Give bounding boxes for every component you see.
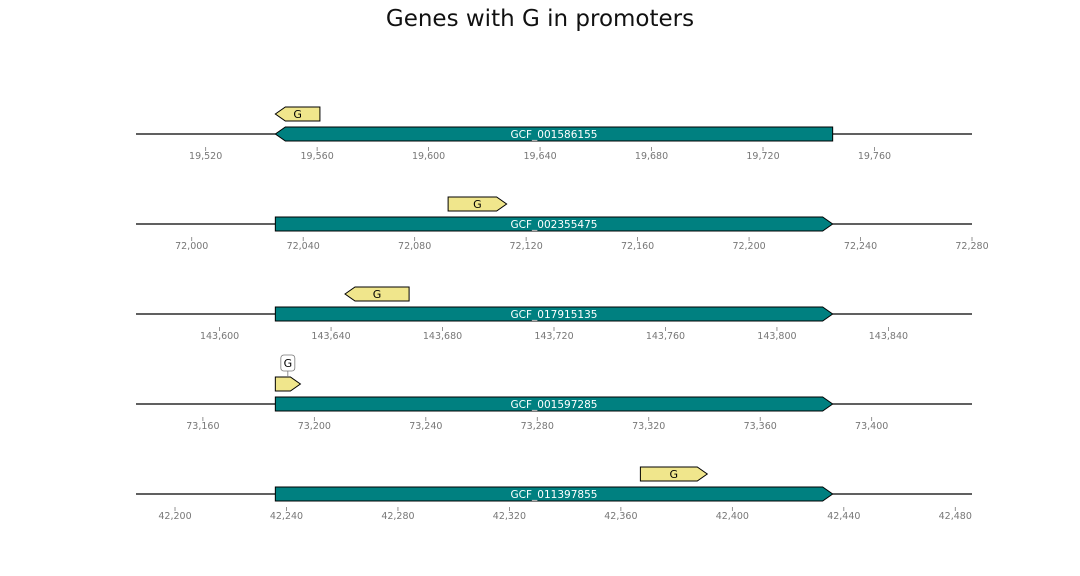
motif-label: G	[373, 288, 382, 301]
tick-label: 19,640	[523, 151, 556, 162]
tick-label: 73,160	[186, 421, 219, 432]
tick-label: 19,520	[189, 151, 222, 162]
tick-label: 42,280	[381, 511, 414, 522]
motif-arrow	[344, 286, 410, 302]
tick-label: 42,400	[716, 511, 749, 522]
tick-label: 143,840	[869, 331, 908, 342]
gene-arrow	[274, 306, 834, 322]
tick-label: 19,560	[301, 151, 334, 162]
motif-arrow	[447, 196, 508, 212]
motif-arrow	[274, 376, 302, 392]
tick-label: 72,240	[844, 241, 877, 252]
motif-label-box	[280, 354, 296, 372]
motif-label: G	[284, 357, 293, 370]
tick-label: 72,280	[955, 241, 988, 252]
tick-label: 42,480	[939, 511, 972, 522]
figure-title: Genes with G in promoters	[385, 6, 695, 32]
tick-label: 143,680	[423, 331, 462, 342]
tick-label: 19,680	[635, 151, 668, 162]
tick-label: 143,800	[757, 331, 796, 342]
tick-label: 143,720	[534, 331, 573, 342]
motif-label: G	[670, 468, 679, 481]
tick-label: 143,760	[646, 331, 685, 342]
tick-label: 42,240	[270, 511, 303, 522]
tick-label: 72,080	[398, 241, 431, 252]
tick-label: 73,280	[521, 421, 554, 432]
tick-label: 73,360	[744, 421, 777, 432]
gene-label: GCF_001597285	[511, 399, 598, 411]
gene-arrow	[274, 216, 834, 232]
tick-label: 73,200	[298, 421, 331, 432]
tick-label: 42,360	[604, 511, 637, 522]
gene-label: GCF_002355475	[511, 219, 598, 231]
tick-label: 73,400	[855, 421, 888, 432]
tick-label: 19,600	[412, 151, 445, 162]
tick-label: 72,120	[510, 241, 543, 252]
tick-label: 73,240	[409, 421, 442, 432]
tick-label: 19,720	[746, 151, 779, 162]
gene-label: GCF_011397855	[511, 489, 598, 501]
tick-label: 72,200	[732, 241, 765, 252]
motif-label: G	[293, 108, 302, 121]
tick-label: 143,600	[200, 331, 239, 342]
tick-label: 73,320	[632, 421, 665, 432]
motif-label: G	[473, 198, 482, 211]
gene-arrow	[274, 486, 834, 502]
tick-label: 72,160	[621, 241, 654, 252]
tick-label: 42,200	[158, 511, 191, 522]
tick-label: 42,440	[827, 511, 860, 522]
gene-arrow	[274, 396, 834, 412]
gene-label: GCF_017915135	[511, 309, 598, 321]
gene-arrow	[274, 126, 834, 142]
tick-label: 19,760	[858, 151, 891, 162]
tick-label: 72,000	[175, 241, 208, 252]
gene-label: GCF_001586155	[511, 129, 598, 141]
tick-label: 143,640	[311, 331, 350, 342]
tick-label: 42,320	[493, 511, 526, 522]
motif-arrow	[274, 106, 321, 122]
tick-label: 72,040	[287, 241, 320, 252]
motif-arrow	[639, 466, 709, 482]
